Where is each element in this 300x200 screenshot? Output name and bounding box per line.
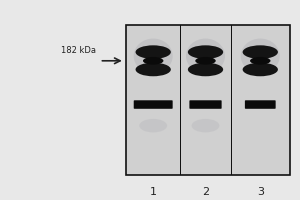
Ellipse shape	[192, 119, 219, 132]
Bar	[231, 25, 232, 175]
Text: 2: 2	[202, 187, 209, 197]
Ellipse shape	[243, 63, 278, 76]
Ellipse shape	[143, 57, 164, 65]
FancyBboxPatch shape	[245, 100, 276, 109]
Ellipse shape	[136, 45, 171, 59]
Text: 3: 3	[257, 187, 264, 197]
Text: 1: 1	[150, 187, 157, 197]
Text: 182 kDa: 182 kDa	[61, 46, 97, 55]
Ellipse shape	[243, 45, 278, 59]
FancyBboxPatch shape	[189, 100, 222, 109]
Ellipse shape	[188, 63, 223, 76]
Ellipse shape	[195, 57, 216, 65]
Ellipse shape	[186, 39, 225, 73]
Ellipse shape	[250, 57, 271, 65]
Ellipse shape	[134, 39, 173, 73]
Ellipse shape	[188, 45, 223, 59]
Ellipse shape	[136, 63, 171, 76]
Bar	[126, 25, 290, 175]
Ellipse shape	[139, 119, 167, 132]
Bar	[180, 25, 181, 175]
Ellipse shape	[241, 39, 280, 73]
FancyBboxPatch shape	[134, 100, 173, 109]
